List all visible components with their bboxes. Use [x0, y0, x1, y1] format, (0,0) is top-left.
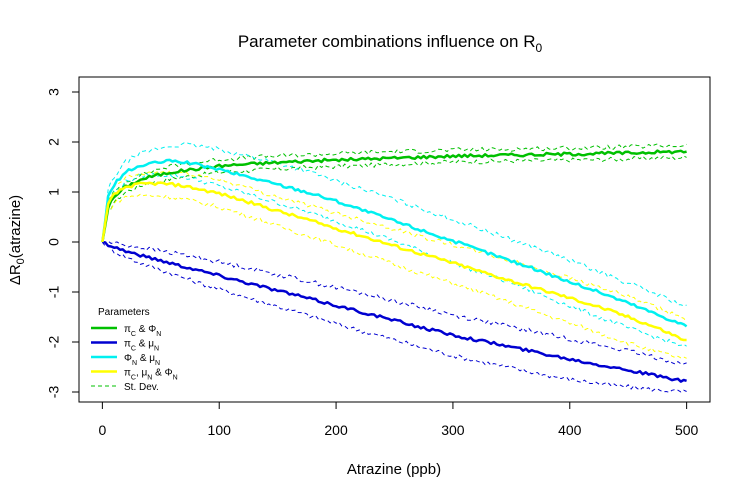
std-dev-line-lower-3 — [101, 172, 687, 347]
legend-label-3: ΦN & μN — [124, 353, 160, 367]
std-dev-line-upper-4 — [101, 170, 687, 323]
y-tick-label: -3 — [46, 386, 62, 399]
legend-label-5: St. Dev. — [124, 382, 159, 393]
std-dev-line-lower-1 — [101, 155, 687, 243]
chart-title: Parameter combinations influence on R0 — [238, 32, 543, 55]
x-tick-label: 0 — [98, 422, 106, 438]
x-tick-label: 100 — [208, 422, 232, 438]
std-dev-lines — [101, 142, 687, 393]
legend-label-1: πC & ΦN — [124, 324, 161, 338]
series-line-3 — [101, 158, 688, 328]
std-dev-line-upper-2 — [102, 240, 687, 365]
y-axis-title-prefix: ΔR — [7, 264, 24, 285]
y-axis-title: ΔR0(atrazine) — [7, 195, 27, 285]
y-axis-title-suffix: (atrazine) — [7, 195, 24, 258]
y-tick-label: 1 — [46, 188, 62, 196]
std-dev-line-lower-4 — [101, 193, 687, 359]
chart-title-main: Parameter combinations influence on R — [238, 32, 536, 51]
x-tick-label: 200 — [324, 422, 348, 438]
series-line-1 — [101, 149, 687, 243]
std-dev-line-upper-1 — [101, 143, 687, 243]
legend-label-4: πC, μN & ΦN — [124, 368, 178, 382]
x-tick-label: 300 — [441, 422, 465, 438]
x-axis: 0 100 200 300 400 500 — [98, 401, 699, 438]
y-tick-label: 0 — [46, 238, 62, 246]
y-tick-label: -2 — [46, 336, 62, 349]
x-tick-label: 500 — [675, 422, 699, 438]
chart-title-subscript: 0 — [535, 41, 542, 55]
legend-title: Parameters — [98, 307, 150, 318]
y-axis: -3 -2 -1 0 1 2 3 — [46, 88, 80, 399]
std-dev-line-lower-2 — [101, 241, 687, 393]
mean-lines — [101, 149, 688, 383]
y-axis-title-subscript: 0 — [15, 258, 27, 264]
y-tick-label: 3 — [46, 88, 62, 96]
x-tick-label: 400 — [558, 422, 582, 438]
y-tick-label: 2 — [46, 138, 62, 146]
series-line-4 — [101, 181, 687, 342]
x-axis-title: Atrazine (ppb) — [347, 461, 441, 478]
legend-label-2: πC & μN — [124, 339, 159, 353]
series-line-2 — [102, 240, 687, 383]
y-tick-label: -1 — [46, 286, 62, 299]
std-dev-line-upper-3 — [101, 142, 687, 307]
